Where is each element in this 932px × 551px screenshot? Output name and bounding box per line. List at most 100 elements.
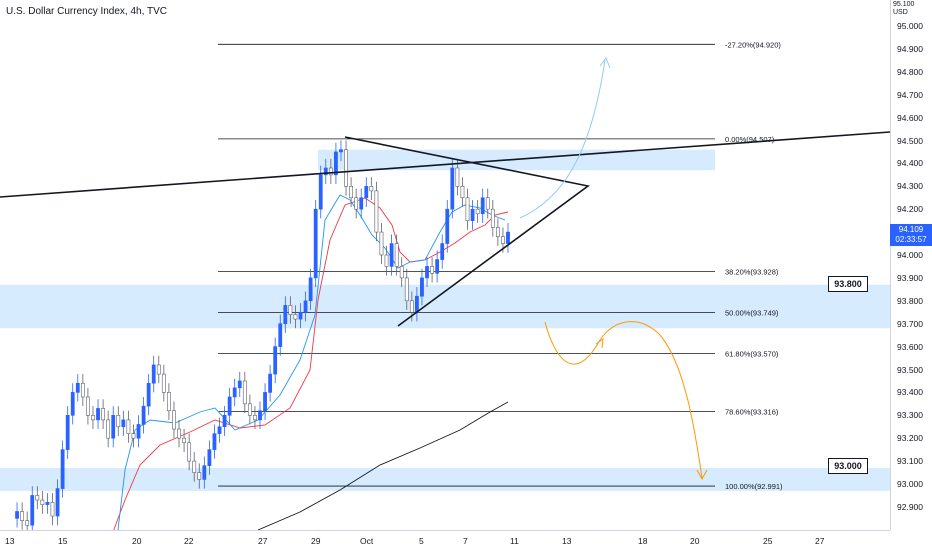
candle-body — [384, 254, 389, 267]
candle-body — [349, 186, 354, 199]
candle-body — [86, 396, 90, 416]
price-tick-label: 93.400 — [897, 387, 923, 398]
bullish-arrowhead — [599, 56, 611, 69]
time-tick-label: 22 — [184, 536, 194, 546]
price-tick-label: 94.200 — [897, 204, 923, 215]
candle-body — [247, 403, 252, 416]
candle-body — [501, 236, 505, 244]
price-tick-label: 92.900 — [897, 501, 923, 512]
candle-body — [60, 449, 65, 489]
candle-body — [374, 190, 379, 233]
candle-body — [420, 277, 424, 297]
candle-body — [146, 382, 151, 407]
price-tick-label: 94.800 — [897, 66, 923, 77]
time-tick-label: 27 — [258, 536, 268, 546]
candle-body — [177, 428, 181, 439]
candle-body — [440, 243, 445, 260]
candle-body — [91, 414, 95, 421]
candle-body — [70, 392, 75, 416]
candle-body — [212, 433, 217, 450]
candle-body — [121, 419, 126, 428]
time-tick-label: 15 — [58, 536, 68, 546]
time-tick-label: 5 — [419, 536, 424, 546]
candle-body — [116, 414, 121, 428]
candle-body — [96, 408, 100, 421]
candle-body — [480, 197, 485, 215]
candle-body — [273, 346, 278, 375]
chart-title: U.S. Dollar Currency Index, 4h, TVC — [6, 6, 167, 17]
last-price-badge: 94.109 02:33:57 — [890, 224, 932, 246]
bear-mid-arrowhead — [595, 337, 604, 349]
price-tick-label: 94.600 — [897, 112, 923, 123]
chart-canvas[interactable]: -27.20%(94.920) 0.00%(94.507) 38.20%(93.92… — [0, 0, 890, 530]
candle-body — [495, 227, 500, 237]
candle-body — [389, 243, 394, 267]
price-tick-label: 94.400 — [897, 158, 923, 169]
price-tick-label: 93.000 — [897, 479, 923, 489]
candle-body — [101, 408, 106, 421]
candle-body — [394, 243, 399, 267]
time-tick-label: 25 — [763, 536, 773, 546]
price-axis[interactable]: 95.100 USD 95.000 94.900 94.800 94.700 94.60… — [890, 0, 932, 530]
candle-body — [460, 186, 465, 199]
candle-body — [161, 373, 166, 393]
price-tick-label: 94.900 — [897, 43, 923, 54]
time-tick-label: Oct — [360, 536, 374, 546]
candle-body — [197, 472, 202, 480]
candle-body — [35, 495, 40, 501]
candle-body — [475, 208, 480, 215]
candle-body — [303, 300, 308, 313]
candle-body — [465, 197, 470, 221]
time-axis[interactable]: 13 15 20 22 27 29 Oct 5 7 11 13 18 20 25 27 — [0, 530, 890, 551]
price-tick-label: 94.000 — [897, 250, 923, 260]
candle-body — [445, 208, 450, 244]
fib-label-1: 0.00%(94.507) — [725, 135, 775, 144]
candle-body — [318, 174, 323, 210]
candle-body — [50, 502, 55, 517]
sma-line — [257, 401, 509, 530]
price-tick-label: 94.500 — [897, 135, 923, 146]
candle-body — [192, 460, 197, 473]
candle-body — [187, 442, 192, 462]
candle-body — [313, 208, 318, 279]
candle-body — [485, 197, 490, 210]
bearish-projection-arrow — [544, 321, 703, 479]
time-tick-label: 20 — [132, 536, 142, 546]
candle-body — [258, 410, 262, 421]
fib-label-4: 61.80%(93.570) — [725, 349, 779, 358]
candle-body — [80, 382, 85, 398]
candle-body — [20, 511, 25, 521]
time-tick-label: 18 — [638, 536, 648, 546]
candle-body — [339, 149, 343, 153]
candle-body — [414, 295, 419, 313]
ema-slow-line — [113, 197, 509, 530]
candle-body — [25, 520, 30, 526]
candle-body — [490, 208, 495, 228]
fib-label-3: 50.00%(93.749) — [725, 308, 779, 317]
bullish-projection-arrow — [519, 59, 606, 219]
price-tick-label: 93.900 — [897, 272, 923, 283]
fib-label-0: -27.20%(94.920) — [725, 40, 781, 49]
candle-body — [506, 231, 510, 244]
candle-body — [75, 382, 80, 393]
candle-body — [166, 392, 171, 412]
candle-body — [430, 266, 434, 274]
candle-body — [399, 266, 404, 279]
candle-body — [207, 449, 212, 466]
time-tick-label: 11 — [510, 536, 519, 546]
candle-body — [131, 433, 136, 439]
candle-body — [242, 380, 247, 405]
candle-body — [55, 488, 60, 517]
candle-body — [278, 323, 283, 347]
candle-body — [111, 414, 116, 439]
candle-body — [232, 387, 237, 398]
candle-body — [344, 149, 348, 187]
candle-body — [308, 277, 313, 302]
candle-body — [293, 314, 298, 320]
candle-body — [136, 424, 141, 439]
candle-body — [40, 499, 45, 505]
triangle-pattern — [344, 136, 590, 327]
price-tick-label: 93.100 — [897, 456, 923, 467]
time-tick-label: 27 — [815, 536, 825, 546]
